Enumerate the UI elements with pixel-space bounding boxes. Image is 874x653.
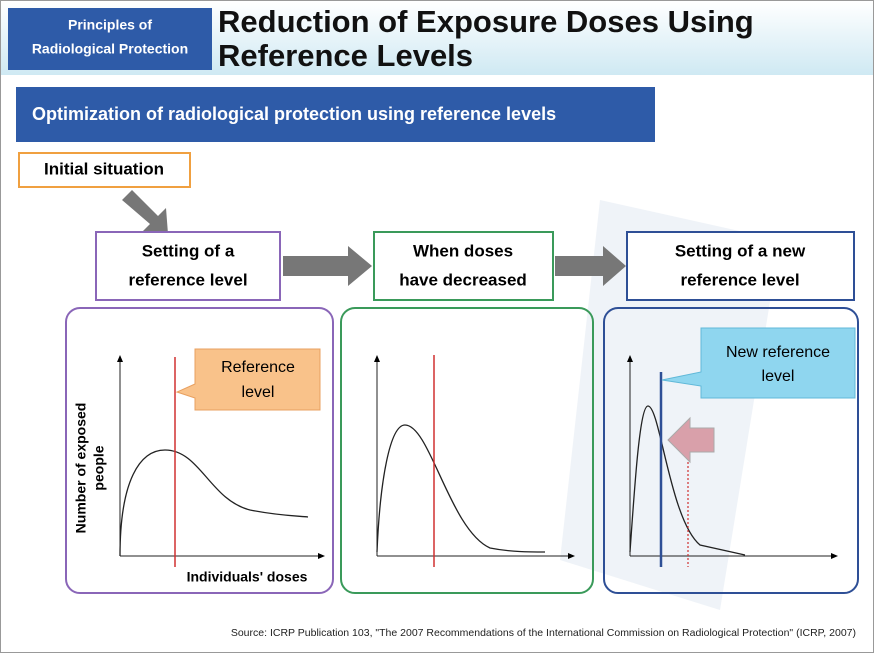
header-title: Reduction of Exposure Doses Using <box>218 4 754 39</box>
callout-text: New reference <box>726 344 830 361</box>
y-axis-label: Number of exposed <box>73 403 89 534</box>
header-title: Reference Levels <box>218 38 473 73</box>
step-label: reference level <box>680 270 799 289</box>
banner: Optimization of radiological protection … <box>32 104 556 124</box>
slide: Principles of Radiological Protection Re… <box>0 0 874 653</box>
x-axis-label: Individuals' doses <box>187 569 308 585</box>
source-note: Source: ICRP Publication 103, "The 2007 … <box>231 627 856 639</box>
header-tag: Principles of <box>68 17 152 33</box>
page: Principles of Radiological Protection Re… <box>0 0 874 653</box>
callout-text: level <box>242 384 275 401</box>
callout-text: Reference <box>221 359 295 376</box>
initial-label: Initial situation <box>44 159 164 178</box>
step-label: Setting of a <box>142 241 235 260</box>
step-label: When doses <box>413 241 513 260</box>
y-axis-label: people <box>91 445 107 490</box>
callout-text: level <box>762 368 795 385</box>
step-label: Setting of a new <box>675 241 806 260</box>
step-label: reference level <box>128 270 247 289</box>
step-label: have decreased <box>399 270 527 289</box>
header-tag: Radiological Protection <box>32 41 188 57</box>
